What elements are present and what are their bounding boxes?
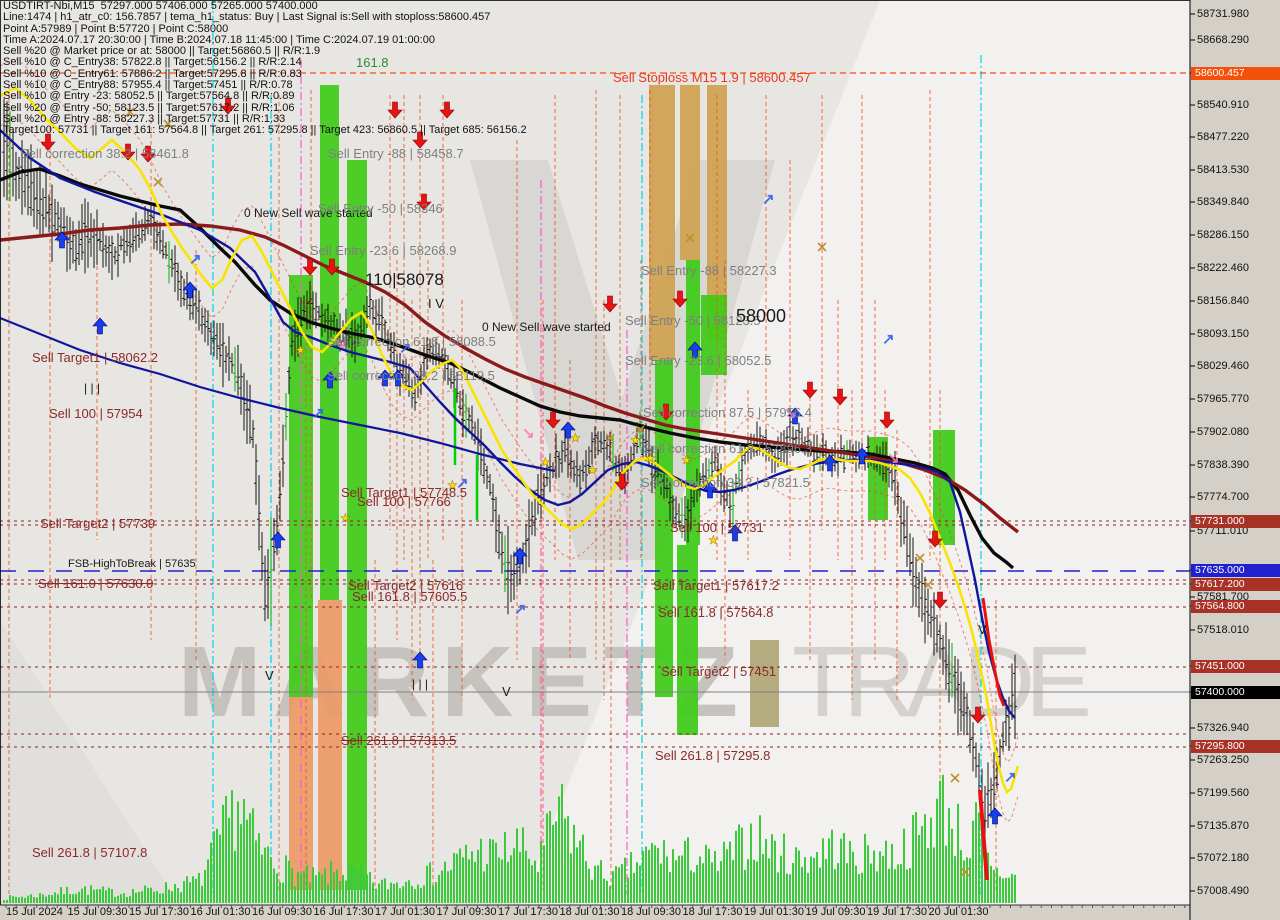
sell-signal-arrow-icon [832, 388, 848, 406]
hollow-up-arrow-icon: ↗ [399, 340, 412, 357]
buy-signal-arrow-icon [322, 371, 338, 389]
buy-signal-arrow-icon [390, 369, 406, 387]
buy-signal-arrow-icon [512, 547, 528, 565]
trend-break-segment [978, 789, 989, 881]
star-marker-icon: ★ [340, 511, 351, 525]
watermark-swoosh [0, 620, 180, 905]
star-marker-icon: ★ [708, 533, 719, 547]
exit-x-icon [915, 553, 925, 563]
hollow-up-arrow-icon: ↗ [762, 191, 775, 208]
hollow-up-arrow-icon: ↗ [514, 601, 527, 618]
atr-band-lower [0, 117, 1019, 823]
signal-band-tan [649, 85, 675, 360]
buy-signal-arrow-icon [412, 651, 428, 669]
buy-signal-arrow-icon [560, 421, 576, 439]
time-axis-panel [0, 905, 1190, 920]
exit-x-icon [125, 107, 135, 117]
hollow-up-arrow-icon: ↗ [189, 251, 202, 268]
watermark-text-right: TRADE [792, 626, 1092, 738]
buy-signal-arrow-icon [787, 407, 803, 425]
buy-signal-arrow-icon [687, 341, 703, 359]
signal-band-green [701, 295, 727, 375]
sell-signal-arrow-icon [302, 258, 318, 276]
maroon-ma-line [0, 222, 1020, 534]
sell-signal-arrow-icon [658, 403, 674, 421]
star-marker-icon: ★ [645, 451, 656, 465]
signal-band-salmon [318, 600, 342, 890]
watermark-divider [750, 640, 779, 727]
exit-x-icon [950, 773, 960, 783]
hollow-down-arrow-icon: ↘ [334, 335, 347, 352]
exit-x-icon [960, 867, 970, 877]
buy-signal-arrow-icon [92, 317, 108, 335]
sell-signal-arrow-icon [387, 101, 403, 119]
sell-signal-arrow-icon [932, 591, 948, 609]
signal-band-green [677, 545, 698, 735]
buy-signal-arrow-icon [270, 531, 286, 549]
hollow-up-arrow-icon: ↗ [312, 405, 325, 422]
sell-signal-arrow-icon [412, 131, 428, 149]
sell-signal-arrow-icon [324, 258, 340, 276]
exit-x-icon [635, 425, 645, 435]
sell-signal-arrow-icon [40, 133, 56, 151]
star-marker-icon: ★ [295, 343, 306, 357]
buy-signal-arrow-icon [987, 807, 1003, 825]
signal-band-tan [707, 85, 727, 340]
signal-band-salmon [289, 697, 313, 890]
exit-x-icon [923, 580, 933, 590]
signal-band-green [320, 85, 339, 600]
hollow-down-arrow-icon: ↘ [784, 405, 797, 422]
sell-signal-arrow-icon [802, 381, 818, 399]
star-marker-icon: ★ [540, 455, 551, 469]
star-marker-icon: ★ [447, 478, 458, 492]
sell-signal-arrow-icon [416, 193, 432, 211]
buy-signal-arrow-icon [702, 481, 718, 499]
star-marker-icon: ★ [630, 433, 641, 447]
sell-signal-arrow-icon [927, 530, 943, 548]
exit-x-icon [163, 119, 173, 129]
fast-ma-line [0, 86, 1020, 795]
signal-band-tan [680, 85, 700, 260]
black-ma-line [0, 167, 1015, 570]
signal-band-green [933, 430, 955, 545]
sell-signal-arrow-icon [120, 143, 136, 161]
exit-x-icon [685, 233, 695, 243]
slow-ema-line [0, 316, 556, 473]
hollow-up-arrow-icon: ↗ [1004, 769, 1017, 786]
sell-signal-arrow-icon [140, 145, 156, 163]
buy-signal-arrow-icon [822, 454, 838, 472]
star-marker-icon: ★ [570, 431, 581, 445]
exit-x-icon [605, 433, 615, 443]
sell-signal-arrow-icon [879, 411, 895, 429]
buy-signal-arrow-icon [54, 231, 70, 249]
exit-x-icon [817, 242, 827, 252]
star-marker-icon: ★ [587, 463, 598, 477]
navy-ma-line [0, 129, 1016, 719]
buy-signal-arrow-icon [182, 281, 198, 299]
trend-break-segment [981, 597, 1006, 707]
hollow-up-arrow-icon: ↗ [882, 331, 895, 348]
exit-x-icon [153, 177, 163, 187]
buy-signal-arrow-icon [727, 524, 743, 542]
hollow-up-arrow-icon: ↗ [456, 475, 469, 492]
buy-signal-arrow-icon [854, 447, 870, 465]
star-marker-icon: ★ [681, 453, 692, 467]
sell-signal-arrow-icon [970, 706, 986, 724]
atr-band-upper [0, 57, 1019, 763]
sell-signal-arrow-icon [614, 473, 630, 491]
sell-signal-arrow-icon [602, 295, 618, 313]
sell-signal-arrow-icon [545, 411, 561, 429]
sell-signal-arrow-icon [439, 101, 455, 119]
sell-signal-arrow-icon [672, 290, 688, 308]
price-axis-panel [1190, 0, 1280, 920]
hollow-down-arrow-icon: ↘ [887, 450, 900, 467]
sell-signal-arrow-icon [220, 97, 236, 115]
hollow-down-arrow-icon: ↘ [522, 425, 535, 442]
